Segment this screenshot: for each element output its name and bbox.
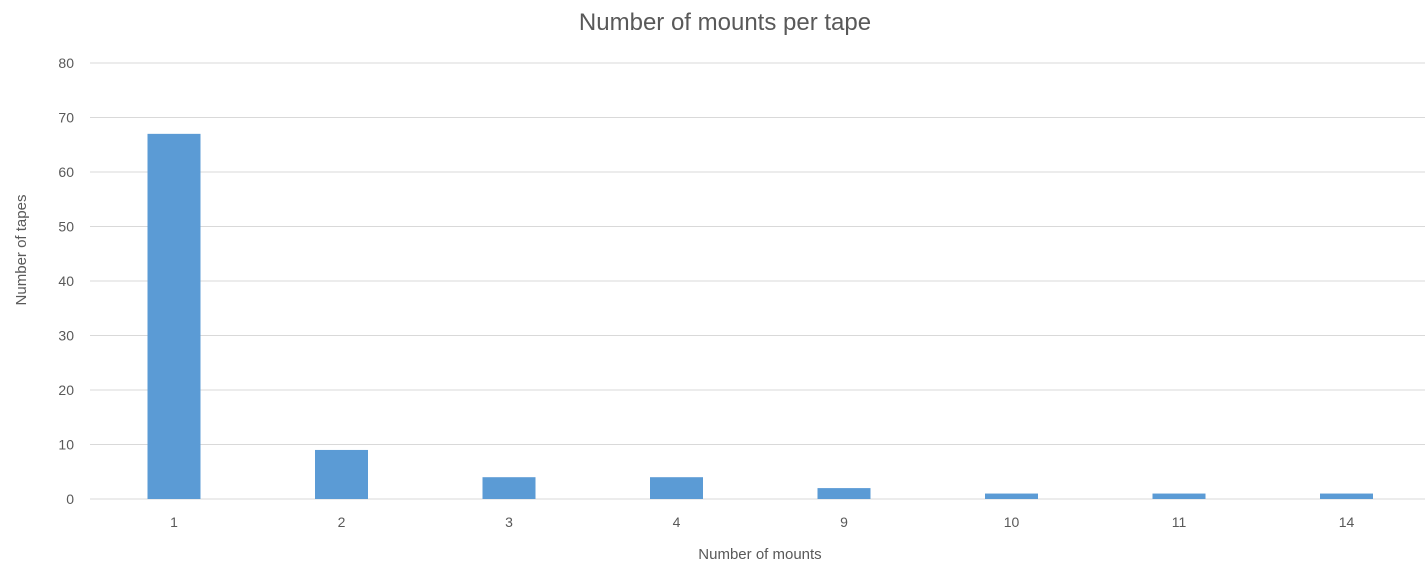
gridlines [90, 62, 1425, 500]
y-tick-label: 30 [58, 328, 74, 344]
bar-11 [1152, 493, 1206, 499]
bar-9 [817, 488, 871, 499]
y-tick-label: 40 [58, 273, 74, 289]
x-axis-ticks: 1 2 3 4 9 10 11 14 [170, 514, 1354, 530]
y-tick-label: 70 [58, 110, 74, 126]
x-tick-label: 2 [338, 514, 346, 530]
bar-2 [315, 449, 368, 499]
y-tick-label: 20 [58, 382, 74, 398]
y-tick-label: 60 [58, 164, 74, 180]
x-tick-label: 14 [1339, 514, 1355, 530]
x-tick-label: 10 [1004, 514, 1020, 530]
x-tick-label: 11 [1172, 514, 1187, 530]
bar-14 [1320, 493, 1373, 499]
y-tick-label: 0 [66, 491, 74, 507]
y-axis-label: Number of tapes [13, 195, 30, 306]
y-axis-ticks: 0 10 20 30 40 50 60 70 80 [58, 55, 74, 507]
bar-4 [650, 477, 703, 499]
y-tick-label: 80 [58, 55, 74, 71]
bar-1 [147, 133, 201, 499]
y-tick-label: 50 [58, 219, 74, 235]
bars [147, 133, 1373, 499]
x-tick-label: 9 [840, 514, 848, 530]
x-tick-label: 3 [505, 514, 513, 530]
x-tick-label: 1 [170, 514, 178, 530]
x-axis-label: Number of mounts [698, 546, 821, 563]
bar-3 [482, 477, 536, 499]
x-tick-label: 4 [673, 514, 681, 530]
chart-title: Number of mounts per tape [579, 9, 871, 36]
y-tick-label: 10 [58, 437, 74, 453]
bar-10 [985, 493, 1038, 499]
